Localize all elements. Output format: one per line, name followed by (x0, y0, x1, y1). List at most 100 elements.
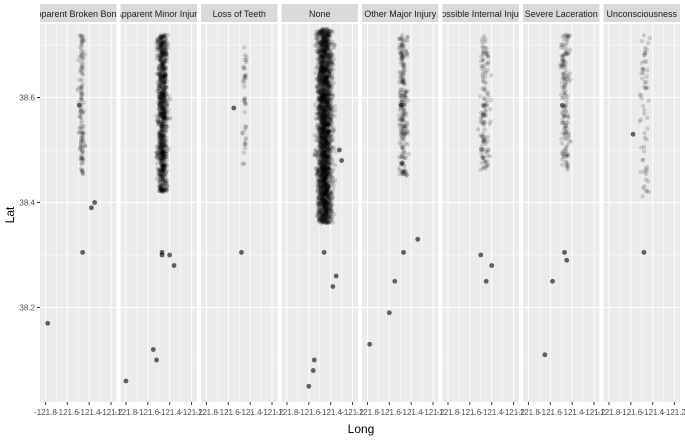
data-point (158, 168, 164, 173)
data-point (163, 98, 169, 104)
data-point (158, 42, 164, 47)
data-point (156, 121, 162, 127)
facet-strip-label: Loss of Teeth (213, 9, 266, 19)
data-point (164, 52, 169, 58)
data-point (166, 93, 171, 98)
data-point (479, 133, 484, 139)
data-point (157, 77, 162, 83)
x-tick-label: -121.4 (480, 408, 503, 417)
data-point (243, 101, 249, 107)
data-point (163, 48, 169, 53)
data-point (156, 62, 162, 68)
data-point (399, 93, 404, 98)
data-point (155, 151, 160, 156)
data-point (242, 146, 248, 151)
data-point (159, 141, 164, 146)
data-point (163, 73, 168, 79)
data-point (482, 45, 488, 51)
x-tick-label: -121.2 (663, 408, 685, 417)
data-point (406, 151, 412, 157)
data-point (157, 179, 163, 184)
data-point (160, 187, 166, 193)
data-point (158, 121, 164, 127)
data-point (320, 76, 325, 81)
data-point (164, 154, 169, 159)
data-point (158, 95, 164, 100)
data-point (160, 167, 165, 173)
data-point (161, 98, 167, 103)
data-point (165, 46, 171, 51)
data-point (159, 84, 164, 89)
data-point (160, 173, 166, 178)
data-point (162, 36, 168, 41)
data-point (326, 92, 332, 98)
data-point (163, 73, 168, 79)
data-point (158, 78, 163, 84)
data-point (155, 39, 160, 45)
data-point (161, 170, 166, 176)
data-point (158, 94, 164, 100)
data-point (158, 32, 164, 38)
data-point (80, 81, 85, 87)
data-point (165, 42, 171, 48)
data-point (162, 106, 168, 112)
data-point (160, 80, 165, 86)
data-point (322, 173, 327, 179)
data-point (164, 157, 169, 163)
data-point (164, 116, 169, 121)
data-point (399, 129, 404, 135)
data-point (155, 117, 160, 122)
data-point (159, 97, 165, 102)
data-point (160, 108, 165, 113)
data-point (163, 171, 168, 177)
data-point (156, 184, 162, 189)
facet-strip-label: Unconsciousness (606, 9, 677, 19)
data-point (160, 163, 166, 168)
data-point (163, 116, 168, 121)
data-point (78, 84, 83, 89)
data-point (164, 103, 170, 109)
data-point (565, 142, 570, 147)
data-point (156, 41, 161, 46)
data-point (80, 151, 86, 156)
data-point (159, 171, 164, 177)
data-point (405, 35, 410, 40)
data-point (160, 154, 166, 159)
data-point (157, 96, 163, 101)
data-point (164, 91, 169, 97)
data-point (159, 85, 165, 91)
data-point (477, 94, 483, 99)
data-point (78, 129, 84, 135)
data-point (244, 57, 249, 63)
data-point (80, 168, 85, 173)
data-point (81, 130, 87, 136)
data-point (159, 189, 165, 194)
data-point (78, 33, 83, 38)
data-point (160, 50, 166, 55)
data-point (159, 154, 164, 160)
data-point (76, 130, 81, 135)
data-point (159, 115, 164, 121)
data-point (647, 35, 653, 41)
data-point (158, 184, 163, 190)
data-point (158, 134, 164, 140)
data-point (164, 163, 169, 168)
data-point (163, 41, 168, 47)
data-point (163, 39, 168, 45)
data-point (639, 38, 644, 44)
data-point (157, 131, 163, 136)
data-point (327, 118, 332, 124)
data-point (159, 161, 165, 166)
data-point (400, 54, 405, 60)
data-point (80, 130, 86, 136)
data-point (80, 52, 85, 57)
data-point (162, 126, 167, 132)
data-point (161, 161, 166, 167)
data-point (160, 165, 166, 171)
data-point (322, 94, 327, 100)
data-point (400, 42, 405, 48)
facet-strip (40, 4, 117, 22)
data-point (161, 118, 166, 123)
data-point (161, 166, 166, 171)
data-point (162, 113, 167, 119)
